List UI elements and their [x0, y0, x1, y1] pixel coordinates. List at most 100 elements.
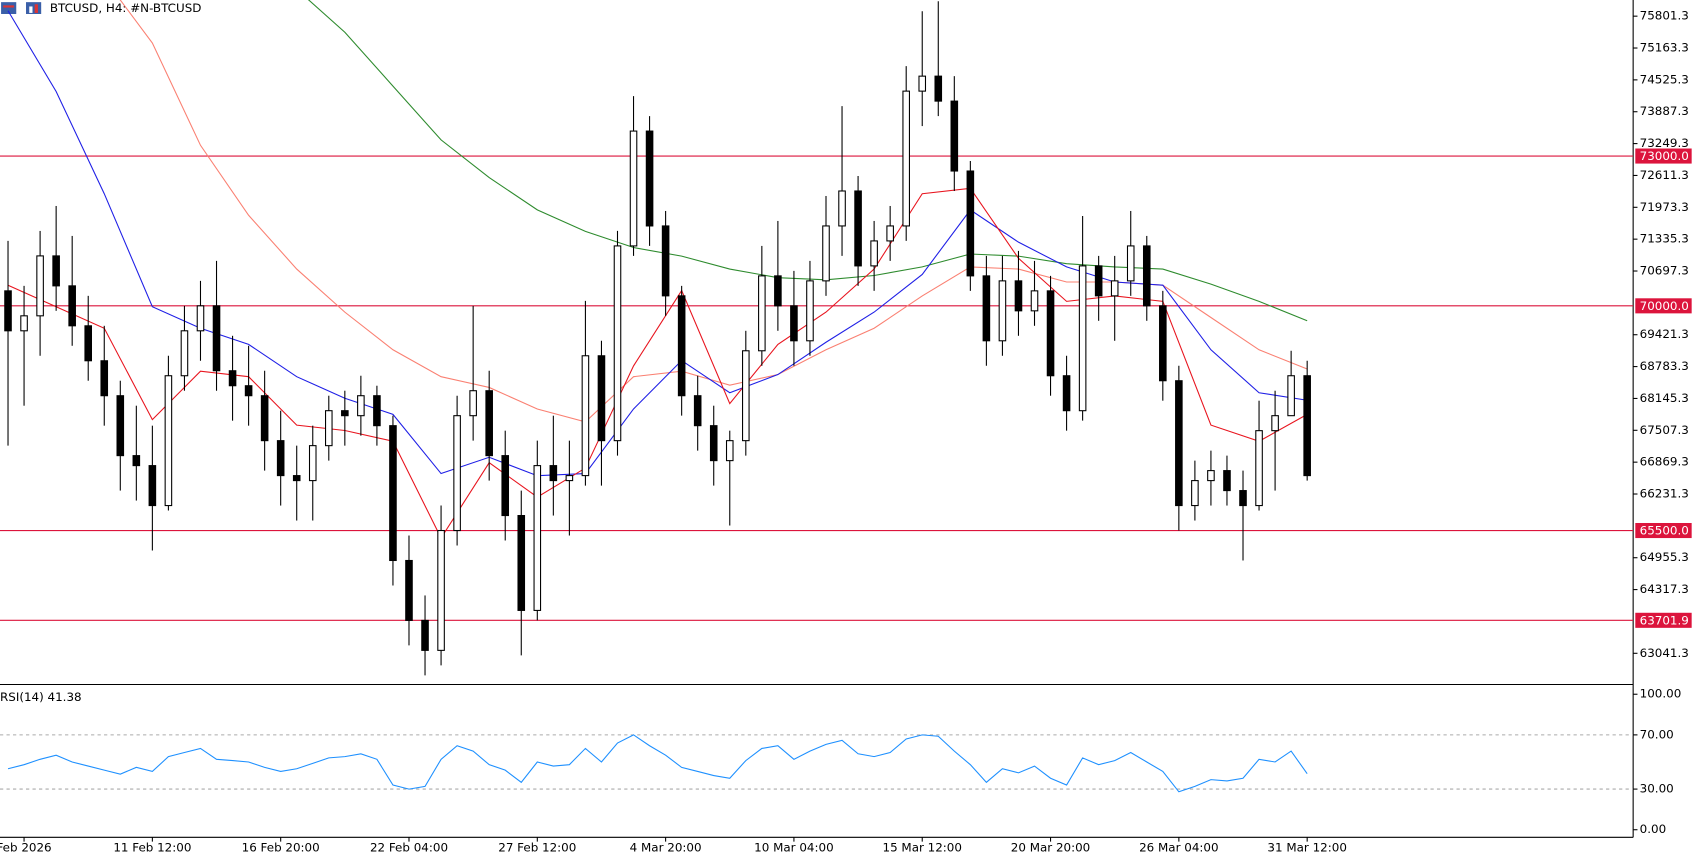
candle-body [212, 305, 221, 372]
candle-body [998, 280, 1007, 342]
candle-body [1126, 245, 1135, 282]
candle-body [196, 305, 205, 332]
x-tick-label: 11 Feb 12:00 [113, 841, 191, 855]
y-tick-label: 64955.3 [1640, 550, 1689, 564]
candle-body [437, 529, 445, 651]
y-tick-label: 68145.3 [1640, 391, 1689, 405]
candle-body [549, 465, 558, 482]
candle-body [1303, 375, 1311, 477]
y-tick-label: 74525.3 [1640, 72, 1689, 86]
candle-body [1175, 380, 1183, 507]
level-label: 70000.0 [1640, 299, 1689, 313]
candle-body [373, 395, 381, 427]
candle-body [725, 440, 734, 462]
candle-body [661, 225, 670, 297]
candle-body [613, 245, 622, 442]
y-tick-label: 73249.3 [1640, 136, 1689, 150]
candle-body [52, 255, 60, 287]
candle-body [20, 315, 28, 332]
candle-body [629, 130, 638, 247]
moving-average-line [7, 187, 1308, 540]
candle-body [517, 515, 526, 611]
level-label-box [1635, 298, 1692, 314]
candle-body [950, 100, 959, 172]
candle-body [453, 415, 461, 532]
candle-body [36, 255, 44, 317]
y-tick-label: 68783.3 [1640, 359, 1689, 373]
candle-body [485, 390, 493, 457]
y-tick-label: 66231.3 [1640, 487, 1689, 501]
candle-body [822, 225, 830, 282]
candle-body [341, 410, 349, 417]
candle-body [100, 360, 109, 397]
level-label: 65500.0 [1640, 524, 1689, 538]
candle-body [693, 395, 702, 427]
candle-body [276, 440, 285, 477]
y-tick-label: 63041.3 [1640, 646, 1689, 660]
level-label-box [1635, 522, 1692, 539]
candle-body [533, 465, 542, 611]
rsi-tick-label: 0.00 [1640, 822, 1666, 836]
y-tick-label: 73887.3 [1640, 104, 1689, 118]
y-tick-label: 64317.3 [1640, 582, 1689, 596]
candle-body [565, 475, 574, 482]
candle-body [934, 75, 943, 102]
x-tick-label: 31 Mar 12:00 [1267, 841, 1346, 855]
candle-body [854, 190, 862, 267]
candle-body [84, 325, 93, 362]
candle-body [4, 290, 12, 332]
symbol-icons [1, 2, 42, 14]
candle-body [132, 455, 141, 467]
x-tick-label: 22 Feb 04:00 [370, 841, 448, 855]
y-tick-label: 71973.3 [1640, 200, 1689, 214]
moving-average-line [307, 0, 1308, 322]
candle-body [1094, 265, 1103, 297]
candle-body [806, 280, 814, 342]
candle-body [1271, 415, 1279, 432]
candle-body [902, 90, 910, 227]
candle-body [68, 285, 76, 327]
x-tick-label: 20 Mar 20:00 [1011, 841, 1090, 855]
icon [34, 4, 38, 13]
candle-body [405, 559, 413, 621]
candle-body [469, 390, 477, 417]
candle-body [918, 75, 927, 92]
y-tick-label: 75163.3 [1640, 41, 1689, 55]
candle-body [758, 275, 766, 352]
candle-body [292, 475, 301, 482]
candle-body [1239, 490, 1247, 507]
rsi-title: RSI(14) 41.38 [0, 690, 82, 704]
candle-body [1062, 375, 1071, 412]
candle-body [164, 375, 173, 507]
y-tick-label: 66869.3 [1640, 455, 1689, 469]
candle-body [1191, 480, 1199, 507]
rsi-tick-label: 30.00 [1640, 782, 1674, 796]
candle-body [645, 130, 654, 227]
candle-body [982, 275, 991, 342]
candle-body [389, 425, 397, 562]
candle-body [308, 445, 317, 482]
candle-body [116, 395, 125, 457]
level-label-box [1635, 612, 1692, 628]
rsi-line [7, 734, 1308, 793]
y-tick-label: 71335.3 [1640, 232, 1689, 246]
y-tick-label: 75801.3 [1640, 9, 1689, 23]
chart-title: BTCUSD, H4: #N-BTCUSD [50, 1, 202, 15]
candle-body [790, 305, 798, 342]
candle-body [774, 275, 782, 307]
candle-body [1223, 470, 1231, 492]
axes: 63041.3 64317.3 64955.3 66231.3 66869.3 67507… [0, 9, 1692, 855]
candle-body [1255, 430, 1263, 507]
y-tick-label: 69421.3 [1640, 327, 1689, 341]
y-tick-label: 72611.3 [1640, 168, 1689, 182]
moving-average-line [119, 0, 1308, 423]
candle-body [742, 350, 750, 442]
candle-body [1159, 305, 1167, 382]
candle-body [325, 410, 333, 447]
candle-body [886, 225, 894, 242]
x-tick-label: 15 Mar 12:00 [883, 841, 962, 855]
candle-body [1207, 470, 1215, 482]
